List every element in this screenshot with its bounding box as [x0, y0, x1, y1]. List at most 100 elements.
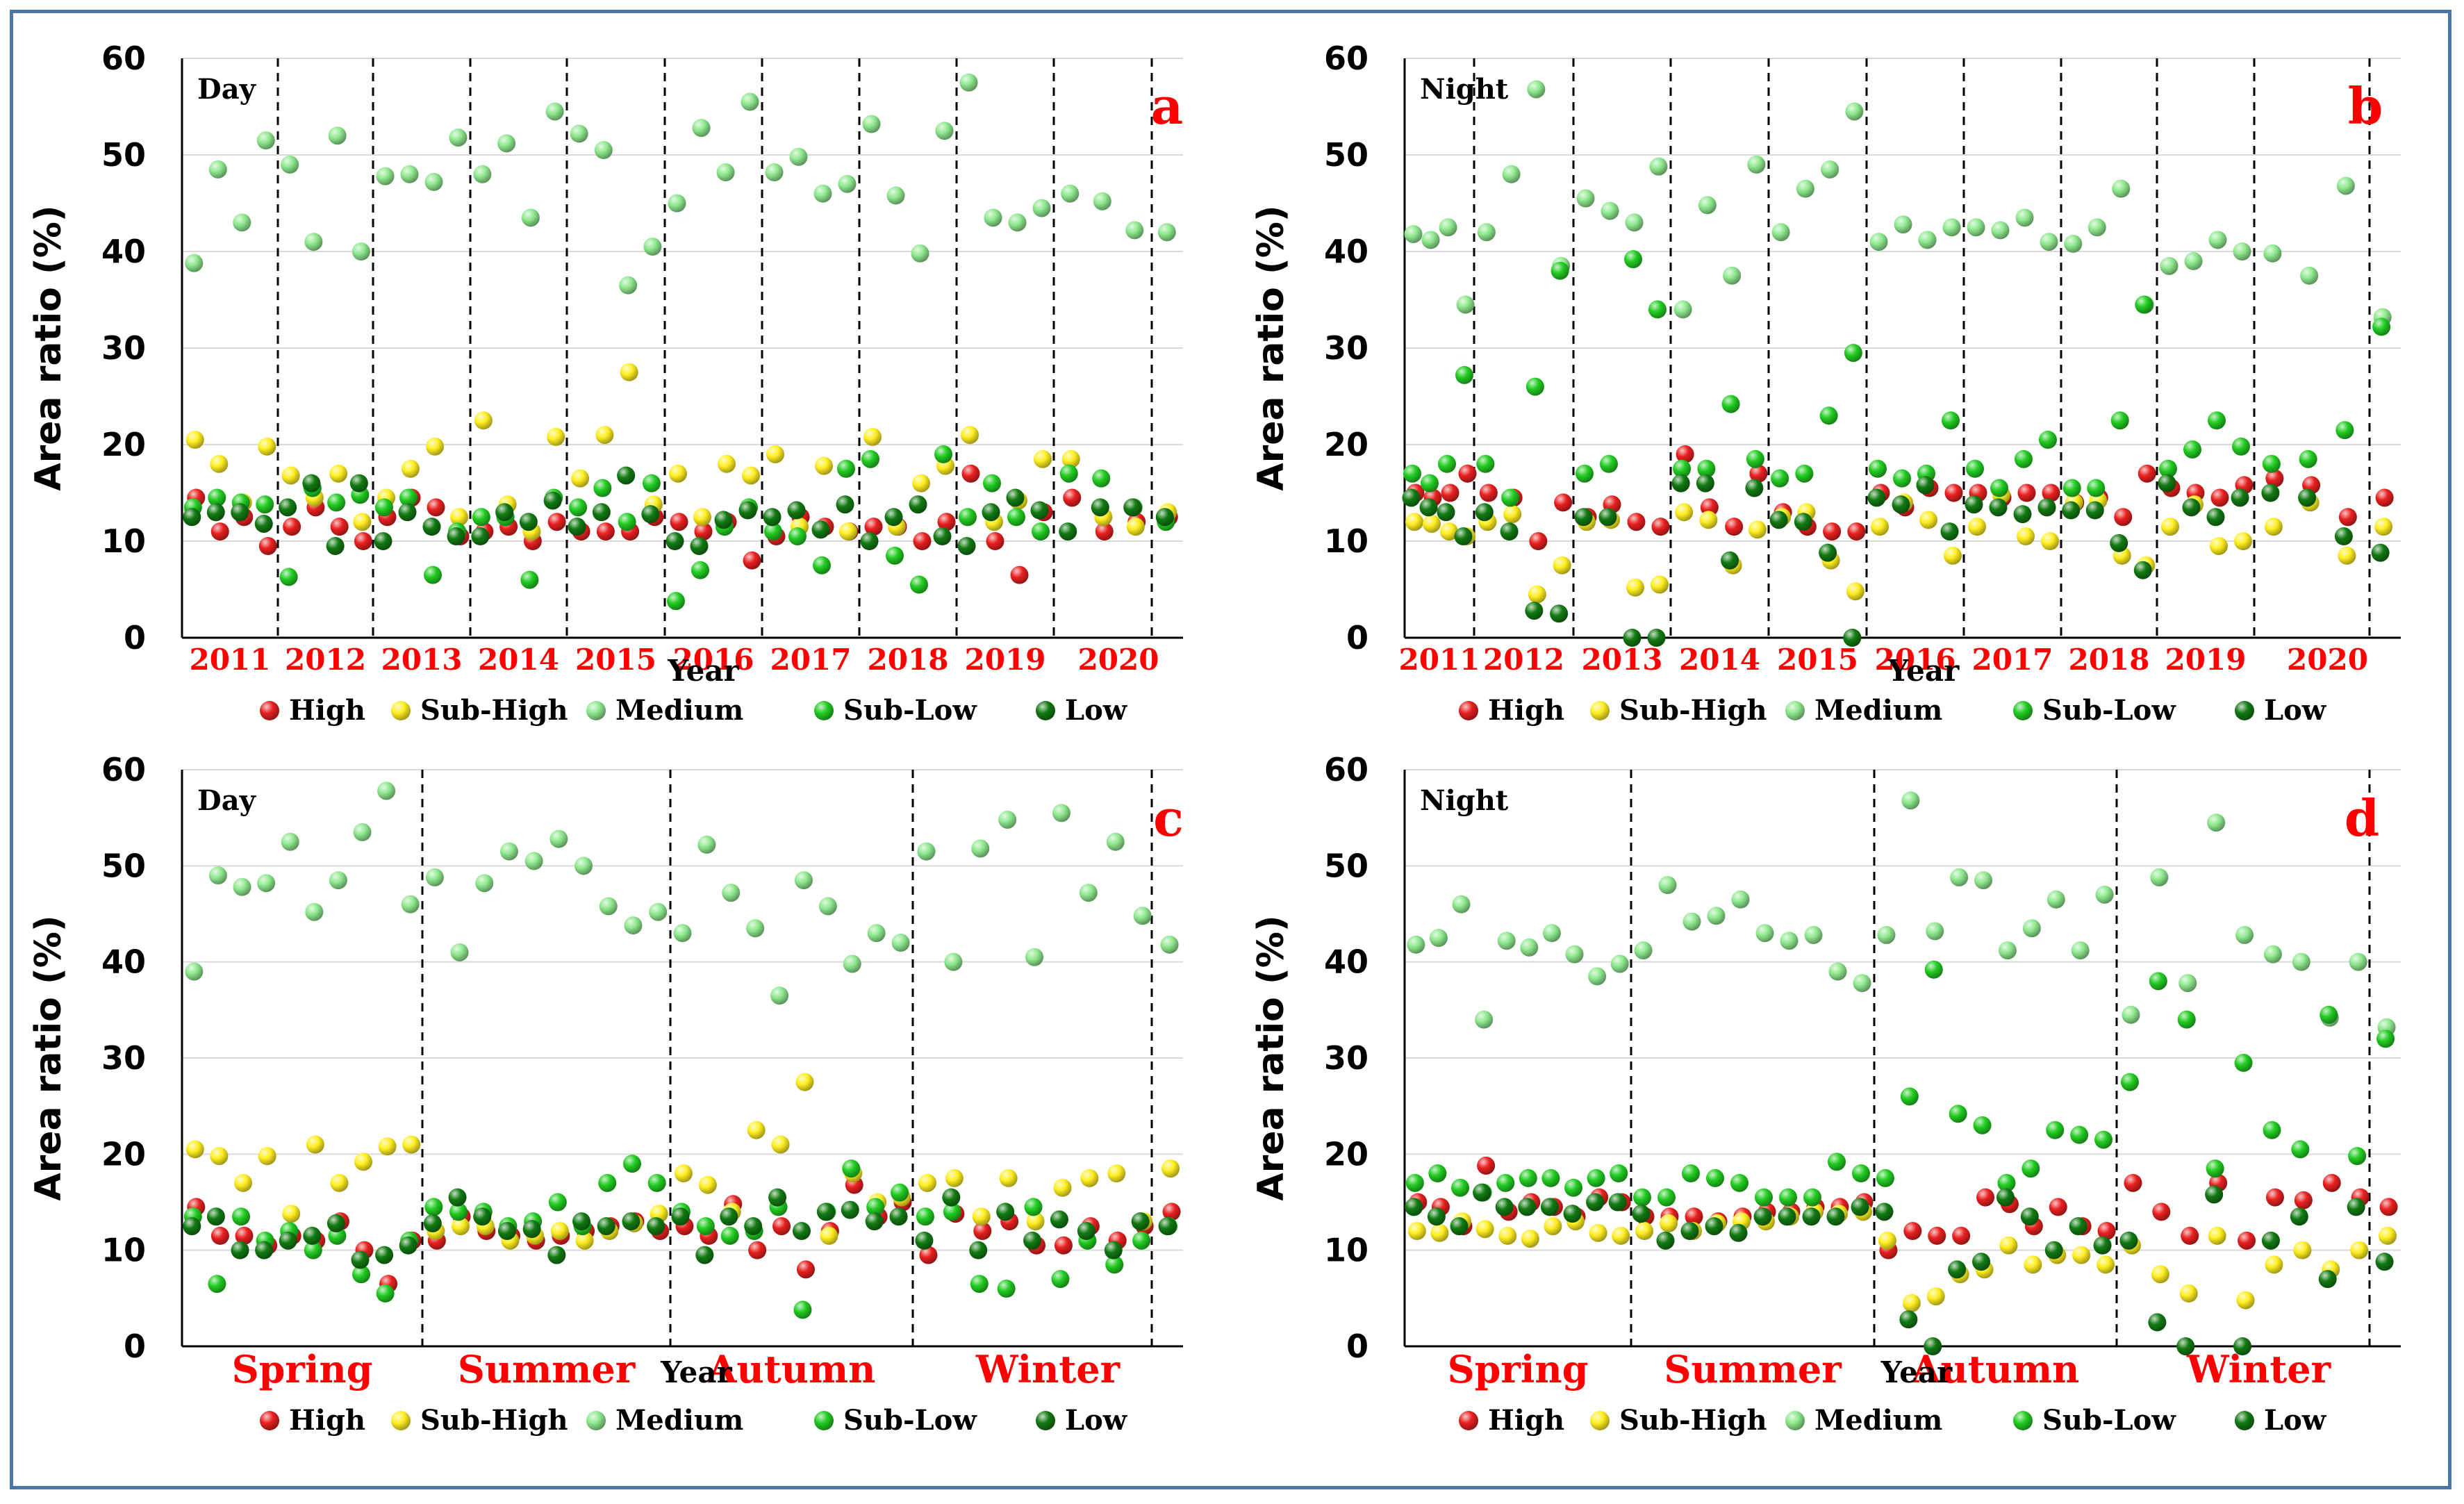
panel-b-point-sub-low	[1438, 454, 1456, 473]
panel-c-point-sub-high	[820, 1226, 838, 1245]
panel-a-point-sub-high	[863, 427, 882, 446]
panel-c-point-medium	[475, 874, 494, 893]
panel-c-point-medium	[891, 934, 910, 952]
panel-a-point-sub-high	[912, 474, 930, 493]
panel-b-point-medium	[1991, 221, 2010, 240]
panel-d-point-medium	[1877, 925, 1896, 944]
panel-a-point-medium	[789, 147, 808, 166]
panel-d-point-high	[2181, 1226, 2199, 1245]
panel-b-point-high	[2042, 484, 2060, 502]
panel-a-point-medium	[959, 73, 978, 92]
panel-d-category-winter: Winter	[2186, 1347, 2331, 1391]
panel-a-point-low	[1006, 488, 1025, 507]
panel-d-point-low	[2347, 1198, 2365, 1216]
panel-b-ytick-50: 50	[1324, 136, 1369, 174]
panel-c-point-sub-high	[698, 1175, 717, 1194]
panel-d-point-sub-high	[2350, 1241, 2369, 1259]
panel-d-letter: d	[2345, 788, 2379, 848]
panel-d-point-sub-low	[1657, 1188, 1676, 1207]
panel-d-point-low	[1473, 1183, 1491, 1202]
panel-b-point-sub-high	[1748, 520, 1767, 539]
panel-a-point-low	[836, 495, 854, 514]
panel-c-point-sub-high	[747, 1121, 766, 1139]
panel-c-point-low	[695, 1246, 714, 1264]
panel-d-point-high	[2097, 1222, 2116, 1240]
panel-b-point-medium	[1845, 102, 1864, 121]
panel-a-point-low	[933, 527, 952, 546]
panel-b-point-sub-low	[2087, 479, 2106, 497]
legend-label-sub-low: Sub-Low	[843, 1404, 977, 1437]
panel-c-point-sub-high	[330, 1173, 349, 1192]
panel-a-point-high	[694, 522, 713, 541]
panel-d-point-sub-low	[1755, 1188, 1773, 1207]
panel-d-ytick-30: 30	[1324, 1039, 1369, 1077]
panel-d-point-low	[1778, 1207, 1796, 1226]
panel-b-legend: High Sub-High Medium Sub-Low Low	[1459, 694, 2327, 727]
panel-c-point-sub-low	[1105, 1255, 1124, 1274]
panel-c-point-sub-high	[378, 1137, 397, 1156]
panel-d-point-sub-low	[1633, 1188, 1651, 1207]
panel-c-point-medium	[673, 924, 692, 943]
panel-a-point-sub-low	[1032, 522, 1050, 541]
panel-b-point-medium	[1601, 201, 1619, 220]
panel-a-point-low	[617, 466, 636, 485]
panel-c-point-medium	[1079, 884, 1098, 902]
panel-c-point-low	[351, 1250, 370, 1269]
panel-a-point-low	[1091, 498, 1109, 517]
panel-b-point-medium	[1456, 295, 1475, 314]
panel-a-point-medium	[304, 233, 323, 251]
panel-b-point-high	[1651, 518, 1670, 536]
panel-b-point-high	[1944, 484, 1963, 502]
panel-c-point-medium	[549, 829, 568, 848]
panel-b-point-high	[1529, 532, 1548, 550]
panel-d-point-sub-low	[1973, 1116, 1992, 1134]
panel-d-point-sub-low	[1682, 1164, 1700, 1182]
panel-b-y-label: Area ratio (%)	[1250, 205, 1292, 490]
legend-label-sub-high: Sub-High	[1619, 694, 1767, 727]
panel-a-point-sub-low	[934, 445, 952, 463]
legend-marker-sub-high	[1590, 1411, 1610, 1430]
panel-c: 0 10 20 30 40 50 60 Spring Summer Autumn Winter Yea…	[28, 751, 1184, 1437]
panel-c-point-sub-low	[352, 1265, 370, 1284]
panel-d-point-high	[1952, 1226, 1971, 1245]
panel-d-point-low	[2119, 1231, 2138, 1250]
legend-label-sub-high: Sub-High	[420, 694, 568, 727]
panel-b-category-2017: 2017	[1972, 643, 2053, 677]
panel-c-point-sub-high	[771, 1135, 790, 1154]
panel-a-point-sub-low	[1092, 469, 1111, 488]
panel-c-point-medium	[770, 986, 789, 1005]
legend-marker-medium	[586, 1411, 606, 1430]
legend-marker-low	[2235, 1411, 2254, 1430]
panel-b-ytick-20: 20	[1324, 426, 1369, 463]
panel-b-point-medium	[1673, 300, 1692, 319]
panel-a-point-sub-low	[788, 527, 807, 546]
panel-d-point-medium	[1452, 895, 1471, 914]
panel-c-point-low	[969, 1241, 988, 1259]
panel-c-point-low	[816, 1203, 835, 1221]
panel-c-point-medium	[1106, 832, 1125, 851]
panel-c-ytick-0: 0	[124, 1328, 146, 1365]
panel-a-point-high	[354, 532, 372, 550]
panel-d-point-low	[1427, 1207, 1446, 1226]
panel-b: 0 10 20 30 40 50 60 2011 2012 2013 2014 2015 2016 201…	[1250, 40, 2401, 727]
panel-b-point-sub-low	[1721, 395, 1740, 413]
panel-b-point-sub-low	[1455, 365, 1473, 384]
panel-d-x-label: Year	[1880, 1355, 1953, 1389]
panel-d-point-medium	[1853, 974, 1871, 993]
panel-d-point-sub-high	[2236, 1291, 2255, 1309]
panel-a-y-label: Area ratio (%)	[28, 205, 69, 490]
legend-label-sub-low: Sub-Low	[843, 694, 977, 727]
panel-c-point-medium	[208, 866, 227, 885]
panel-a-point-medium	[911, 244, 929, 263]
panel-d-point-high	[2238, 1231, 2256, 1250]
legend-marker-medium	[1785, 701, 1805, 720]
panel-a-point-sub-high	[353, 513, 372, 531]
panel-b-point-low	[2182, 498, 2201, 517]
panel-b-point-high	[1847, 522, 1866, 541]
panel-a-point-medium	[1032, 199, 1051, 217]
panel-d-point-low	[1924, 1337, 1942, 1355]
panel-c-point-medium	[329, 871, 347, 890]
panel-c-legend: High Sub-High Medium Sub-Low Low	[260, 1404, 1128, 1437]
legend-label-sub-low: Sub-Low	[2042, 1404, 2176, 1437]
